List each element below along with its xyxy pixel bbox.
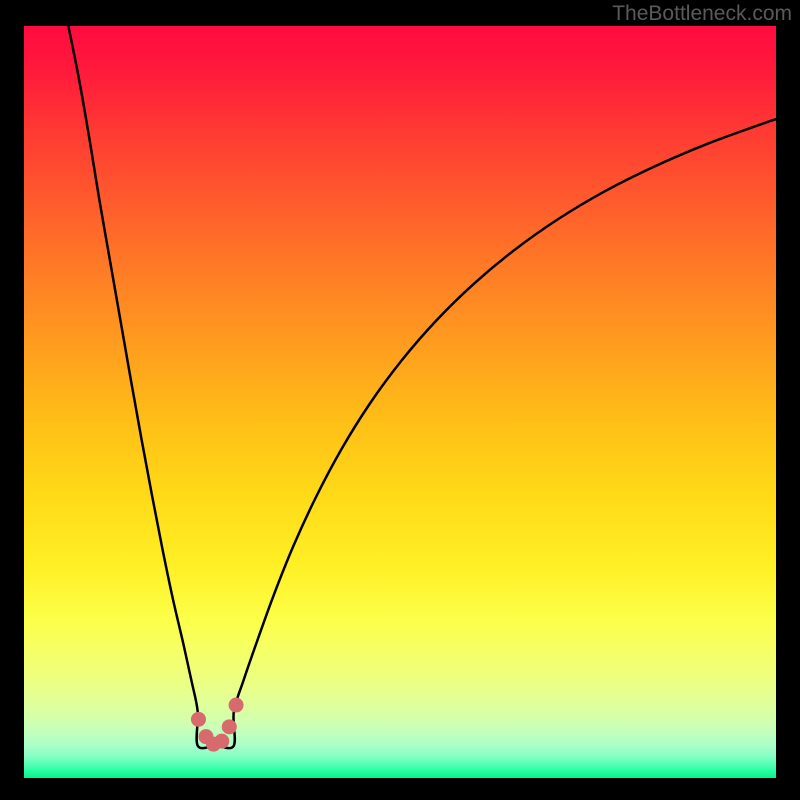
plot-area <box>24 26 776 778</box>
chart-frame: TheBottleneck.com <box>0 0 800 800</box>
curve-markers <box>24 26 776 778</box>
watermark-text: TheBottleneck.com <box>612 2 792 26</box>
